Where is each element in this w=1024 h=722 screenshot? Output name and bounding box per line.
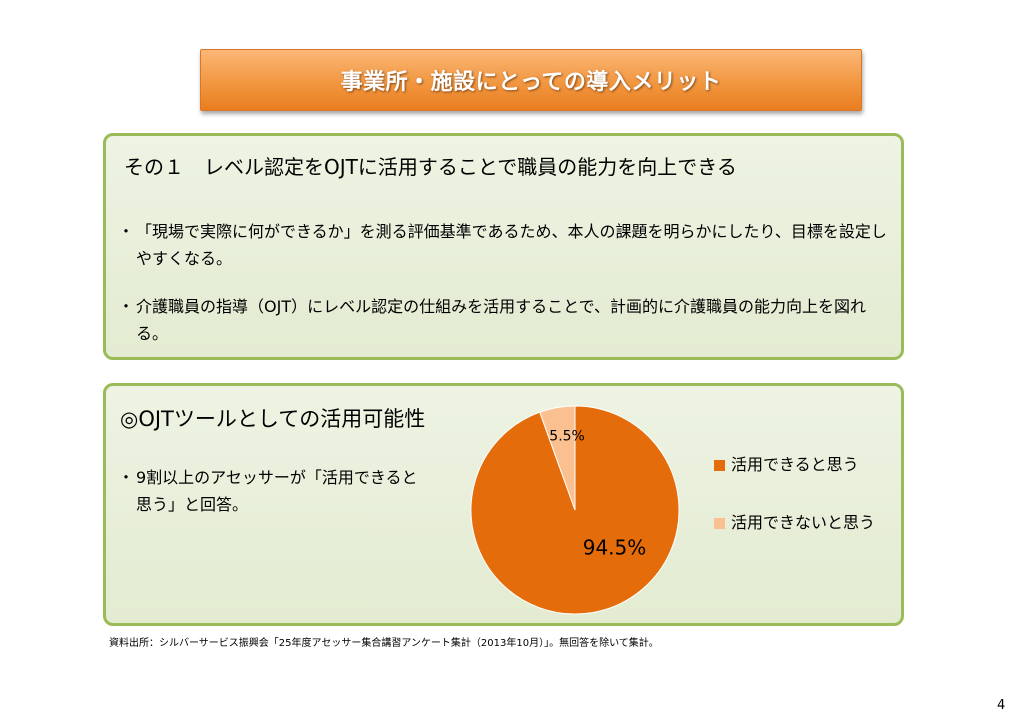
panel-2-heading: ◎OJTツールとしての活用可能性 [120, 407, 426, 431]
slide-title: 事業所・施設にとっての導入メリット [340, 70, 722, 95]
data-label-can-use: 94.5% [583, 536, 647, 560]
merit-panel-1: その１ レベル認定をOJTに活用することで職員の能力を向上できる ・ 「現場で実… [103, 133, 904, 360]
legend-item-can-use: 活用できると思う [714, 452, 859, 478]
bullet-item-2: ・ 介護職員の指導（OJT）にレベル認定の仕組みを活用することで、計画的に介護職… [118, 293, 896, 347]
bullet-item-1: ・ 「現場で実際に何ができるか」を測る評価基準であるため、本人の課題を明らかにし… [118, 218, 896, 272]
bullet-marker: ・ [118, 297, 135, 316]
legend-swatch-can-use [714, 460, 725, 471]
legend-item-cannot-use: 活用できないと思う [714, 510, 889, 536]
usage-pie-chart: 94.5% 5.5% [470, 405, 680, 615]
data-label-cannot-use: 5.5% [549, 428, 585, 444]
bullet-text: 介護職員の指導（OJT）にレベル認定の仕組みを活用することで、計画的に介護職員の… [136, 297, 866, 343]
panel-1-heading: その１ レベル認定をOJTに活用することで職員の能力を向上できる [124, 155, 737, 179]
pie-slice-cannot-use [539, 405, 576, 511]
legend-swatch-cannot-use [714, 518, 725, 529]
bullet-text: 9割以上のアセッサーが「活用できると思う」と回答。 [136, 468, 418, 514]
legend-label-can-use: 活用できると思う [731, 455, 859, 474]
bullet-marker: ・ [118, 468, 135, 487]
page-number: 4 [997, 698, 1006, 713]
bullet-text: 「現場で実際に何ができるか」を測る評価基準であるため、本人の課題を明らかにしたり… [136, 222, 887, 268]
legend-label-cannot-use: 活用できないと思う [731, 513, 876, 532]
bullet-marker: ・ [118, 222, 135, 241]
source-note: 資料出所：シルバーサービス振興会「25年度アセッサー集合講習アンケート集計（20… [109, 638, 659, 649]
bullet-item-3: ・ 9割以上のアセッサーが「活用できると思う」と回答。 [118, 464, 418, 518]
slide-title-banner: 事業所・施設にとっての導入メリット [200, 49, 862, 111]
